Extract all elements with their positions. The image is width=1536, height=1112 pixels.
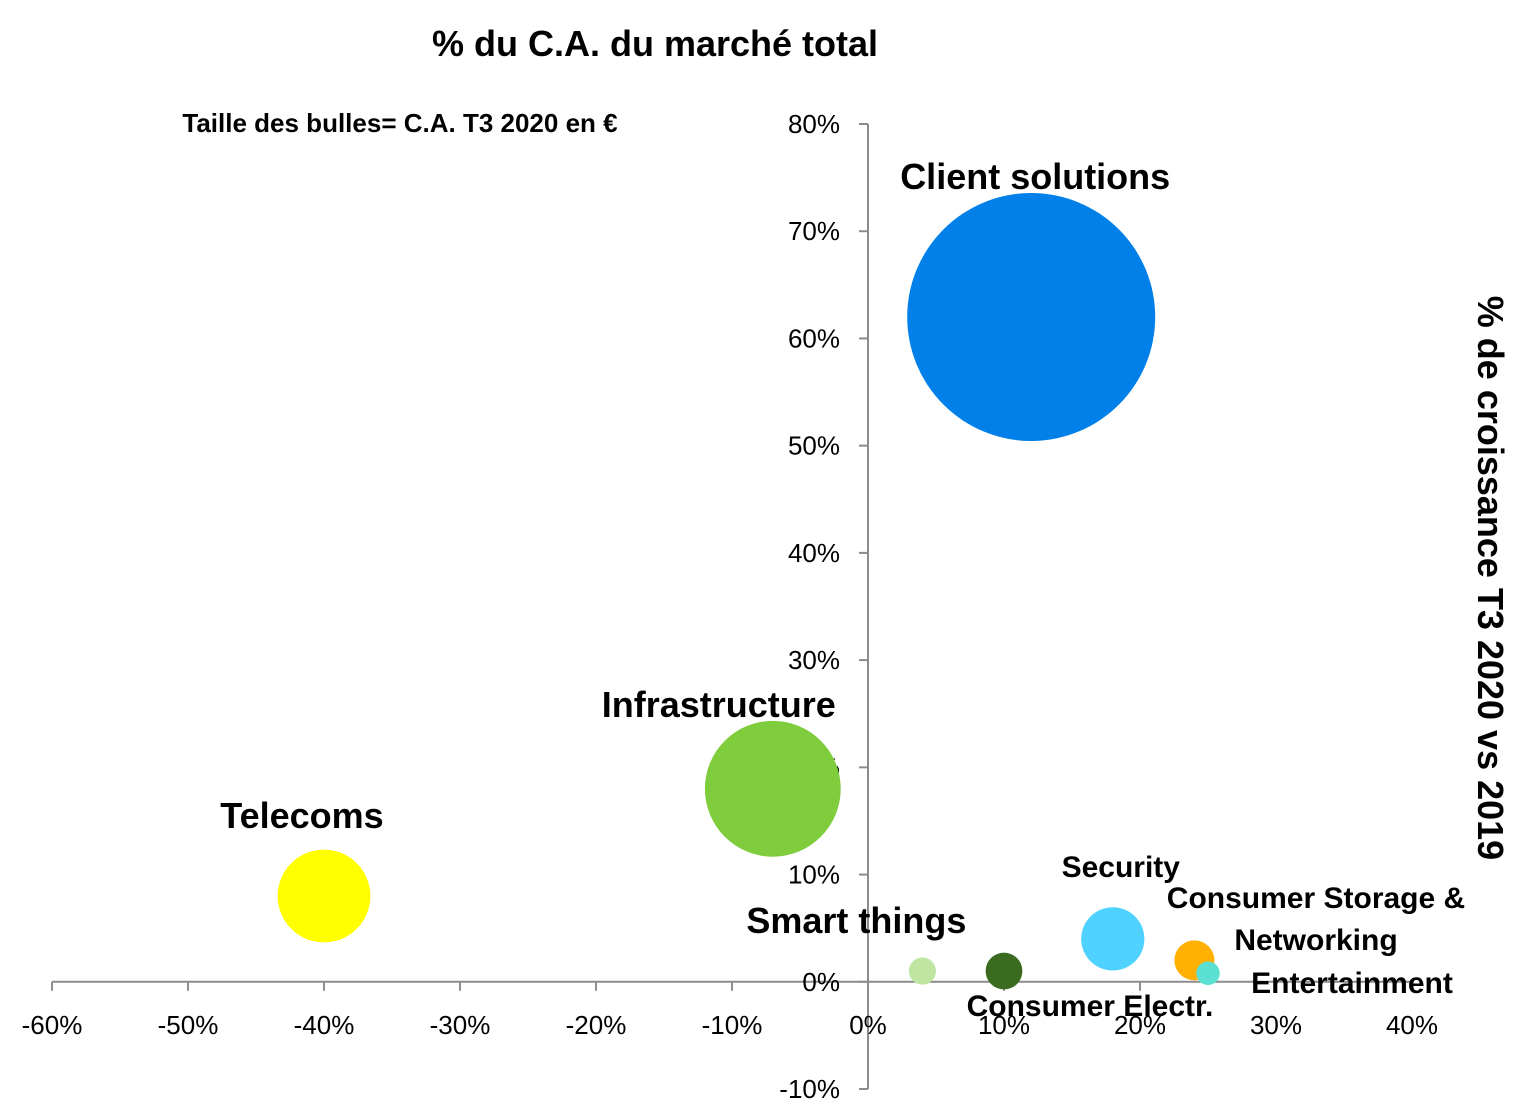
y-ticks: -10%0%10%20%30%40%50%60%70%80% [779, 109, 868, 1104]
x-tick-label: -40% [294, 1010, 355, 1040]
y-tick-label: 10% [788, 860, 840, 890]
y-tick-label: 60% [788, 323, 840, 353]
bubble-client-solutions [907, 193, 1156, 441]
y-tick-label: 70% [788, 216, 840, 246]
x-tick-label: 30% [1250, 1010, 1302, 1040]
x-tick-label: 40% [1386, 1010, 1438, 1040]
bubble-label: Smart things [746, 900, 966, 941]
bubble-label: Infrastructure [602, 684, 836, 725]
x-ticks: -60% -50% -40% -30% -20% -10% 0% 10% 20% 30% 40% [22, 981, 1438, 1040]
bubble-smart-things [908, 957, 936, 985]
y-tick-label: -10% [779, 1074, 840, 1104]
bubble-labels: Client solutions Infrastructure Telecoms Se… [220, 156, 1465, 1023]
x-tick-label: -10% [702, 1010, 763, 1040]
bubble-label: Telecoms [220, 795, 383, 836]
bubble-security [1081, 907, 1145, 971]
bubble-infrastructure [704, 720, 841, 857]
y-tick-label: 30% [788, 645, 840, 675]
bubble-telecoms [277, 849, 371, 943]
bubble-label: Entertainment [1251, 967, 1453, 1000]
chart-title: % du C.A. du marché total [432, 23, 878, 64]
y-tick-label: 0% [802, 967, 840, 997]
x-tick-label: 20% [1114, 1010, 1166, 1040]
x-tick-label: -60% [22, 1010, 83, 1040]
x-tick-label: 10% [978, 1010, 1030, 1040]
bubble-label: Consumer Storage & Networking [1167, 882, 1465, 957]
bubble-label: Client solutions [900, 156, 1170, 197]
x-tick-label: -20% [566, 1010, 627, 1040]
bubble-label: Consumer Electr. [967, 990, 1214, 1023]
x-tick-label: -50% [158, 1010, 219, 1040]
y-tick-label: 80% [788, 109, 840, 139]
y-tick-label: 40% [788, 538, 840, 568]
bubble-consumer-electr [985, 952, 1023, 990]
chart-subtitle: Taille des bulles= C.A. T3 2020 en € [182, 108, 617, 138]
bubbles [277, 193, 1220, 990]
y-axis-label: % de croissance T3 2020 vs 2019 [1470, 296, 1511, 860]
x-tick-label: 0% [849, 1010, 887, 1040]
y-tick-label: 50% [788, 431, 840, 461]
x-tick-label: -30% [430, 1010, 491, 1040]
bubble-label: Security [1062, 851, 1181, 884]
bubble-entertainment [1196, 961, 1220, 985]
